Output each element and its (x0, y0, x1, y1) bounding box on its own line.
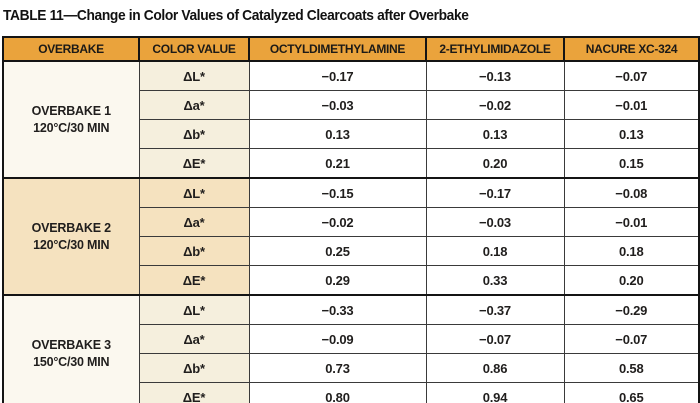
value-cell: 0.13 (248, 119, 427, 149)
value-cell: −0.29 (563, 294, 700, 325)
group-condition: 150°C/30 MIN (33, 354, 110, 369)
value-cell: −0.07 (563, 60, 700, 91)
table-row: Δb* 0.13 0.13 0.13 (3, 119, 700, 149)
value-cell: −0.37 (425, 294, 565, 325)
value-cell: −0.08 (563, 177, 700, 208)
group-name: OVERBAKE 1 (31, 103, 111, 118)
value-cell: 0.20 (425, 148, 565, 179)
table-row: Δa* −0.02 −0.03 −0.01 (3, 207, 700, 237)
column-header-overbake: OVERBAKE (2, 36, 140, 62)
value-cell: −0.09 (248, 324, 427, 354)
table-row: OVERBAKE 2 120°C/30 MIN ΔL* −0.15 −0.17 … (2, 177, 700, 296)
table-row: Δa* −0.03 −0.02 −0.01 (3, 90, 700, 120)
column-header-octyldimethylamine: OCTYLDIMETHYLAMINE (248, 36, 427, 62)
value-cell: −0.17 (425, 177, 565, 208)
table-row: OVERBAKE 3 150°C/30 MIN ΔL* −0.33 −0.37 … (2, 294, 700, 403)
color-value-cell: ΔL* (138, 294, 250, 325)
color-value-cell: ΔL* (138, 60, 250, 91)
color-value-cell: ΔE* (138, 265, 250, 296)
value-cell: 0.18 (425, 236, 565, 266)
value-cell: 0.21 (248, 148, 427, 179)
color-values-table: OVERBAKE COLOR VALUE OCTYLDIMETHYLAMINE … (2, 36, 700, 403)
value-cell: −0.33 (248, 294, 427, 325)
value-cell: −0.03 (425, 207, 565, 237)
value-cell: −0.02 (425, 90, 565, 120)
overbake-group-cell-3: OVERBAKE 3 150°C/30 MIN (2, 294, 140, 403)
group-condition: 120°C/30 MIN (33, 120, 110, 135)
value-cell: 0.13 (425, 119, 565, 149)
value-cell: 0.73 (248, 353, 427, 383)
color-value-cell: ΔE* (138, 382, 250, 403)
value-cell: −0.13 (425, 60, 565, 91)
value-cell: 0.29 (248, 265, 427, 296)
header-row: OVERBAKE COLOR VALUE OCTYLDIMETHYLAMINE … (2, 36, 700, 62)
color-value-cell: ΔL* (138, 177, 250, 208)
value-cell: −0.02 (248, 207, 427, 237)
column-header-color-value: COLOR VALUE (138, 36, 250, 62)
value-cell: −0.01 (563, 207, 700, 237)
table-title: TABLE 11—Change in Color Values of Catal… (3, 7, 469, 24)
table-row: ΔE* 0.29 0.33 0.20 (3, 265, 700, 296)
column-header-2-ethylimidazole: 2-ETHYLIMIDAZOLE (425, 36, 565, 62)
table-row: ΔE* 0.21 0.20 0.15 (3, 148, 700, 179)
color-value-cell: Δa* (138, 324, 250, 354)
value-cell: −0.07 (425, 324, 565, 354)
table-row: OVERBAKE 1 120°C/30 MIN ΔL* −0.17 −0.13 … (2, 60, 700, 179)
value-cell: 0.13 (563, 119, 700, 149)
value-cell: 0.58 (563, 353, 700, 383)
value-cell: 0.80 (248, 382, 427, 403)
overbake-group-cell-2: OVERBAKE 2 120°C/30 MIN (2, 177, 140, 296)
overbake-group-cell-1: OVERBAKE 1 120°C/30 MIN (2, 60, 140, 179)
value-cell: 0.20 (563, 265, 700, 296)
color-value-cell: ΔE* (138, 148, 250, 179)
group-name: OVERBAKE 2 (31, 220, 111, 235)
color-value-cell: Δb* (138, 119, 250, 149)
group-name: OVERBAKE 3 (31, 337, 111, 352)
color-value-cell: Δb* (138, 236, 250, 266)
value-cell: −0.15 (248, 177, 427, 208)
value-cell: 0.94 (425, 382, 565, 403)
value-cell: 0.65 (563, 382, 700, 403)
color-value-cell: Δa* (138, 90, 250, 120)
color-value-cell: Δb* (138, 353, 250, 383)
table-row: Δb* 0.25 0.18 0.18 (3, 236, 700, 266)
value-cell: −0.01 (563, 90, 700, 120)
value-cell: 0.25 (248, 236, 427, 266)
table-row: Δa* −0.09 −0.07 −0.07 (3, 324, 700, 354)
value-cell: 0.86 (425, 353, 565, 383)
value-cell: −0.17 (248, 60, 427, 91)
color-value-cell: Δa* (138, 207, 250, 237)
value-cell: −0.07 (563, 324, 700, 354)
value-cell: 0.15 (563, 148, 700, 179)
value-cell: 0.18 (563, 236, 700, 266)
group-condition: 120°C/30 MIN (33, 237, 110, 252)
value-cell: 0.33 (425, 265, 565, 296)
table-row: ΔE* 0.80 0.94 0.65 (3, 382, 700, 403)
value-cell: −0.03 (248, 90, 427, 120)
table-row: Δb* 0.73 0.86 0.58 (3, 353, 700, 383)
column-header-nacure-xc-324: NACURE XC-324 (563, 36, 700, 62)
